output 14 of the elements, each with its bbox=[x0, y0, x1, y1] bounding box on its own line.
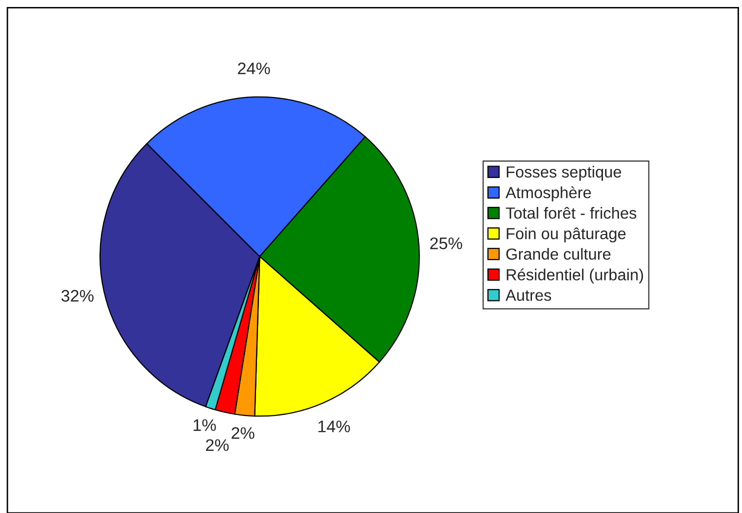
legend-label: Atmosphère bbox=[506, 186, 591, 202]
data-label: 32% bbox=[61, 290, 94, 302]
legend-label: Fosses septique bbox=[506, 166, 622, 181]
legend-label: Autres bbox=[506, 290, 552, 301]
legend-label: Résidentiel (urbain) bbox=[506, 268, 644, 284]
legend-label: Total forêt - friches bbox=[506, 206, 636, 219]
data-label: 14% bbox=[318, 420, 350, 432]
data-label: 25% bbox=[430, 237, 462, 250]
data-label: 24% bbox=[238, 62, 270, 74]
data-label: 1% bbox=[194, 419, 216, 431]
legend-label: Grande culture bbox=[506, 248, 610, 260]
data-label: 2% bbox=[232, 427, 254, 439]
legend-label: Foin ou pâturage bbox=[506, 227, 626, 242]
data-label: 2% bbox=[206, 439, 229, 451]
